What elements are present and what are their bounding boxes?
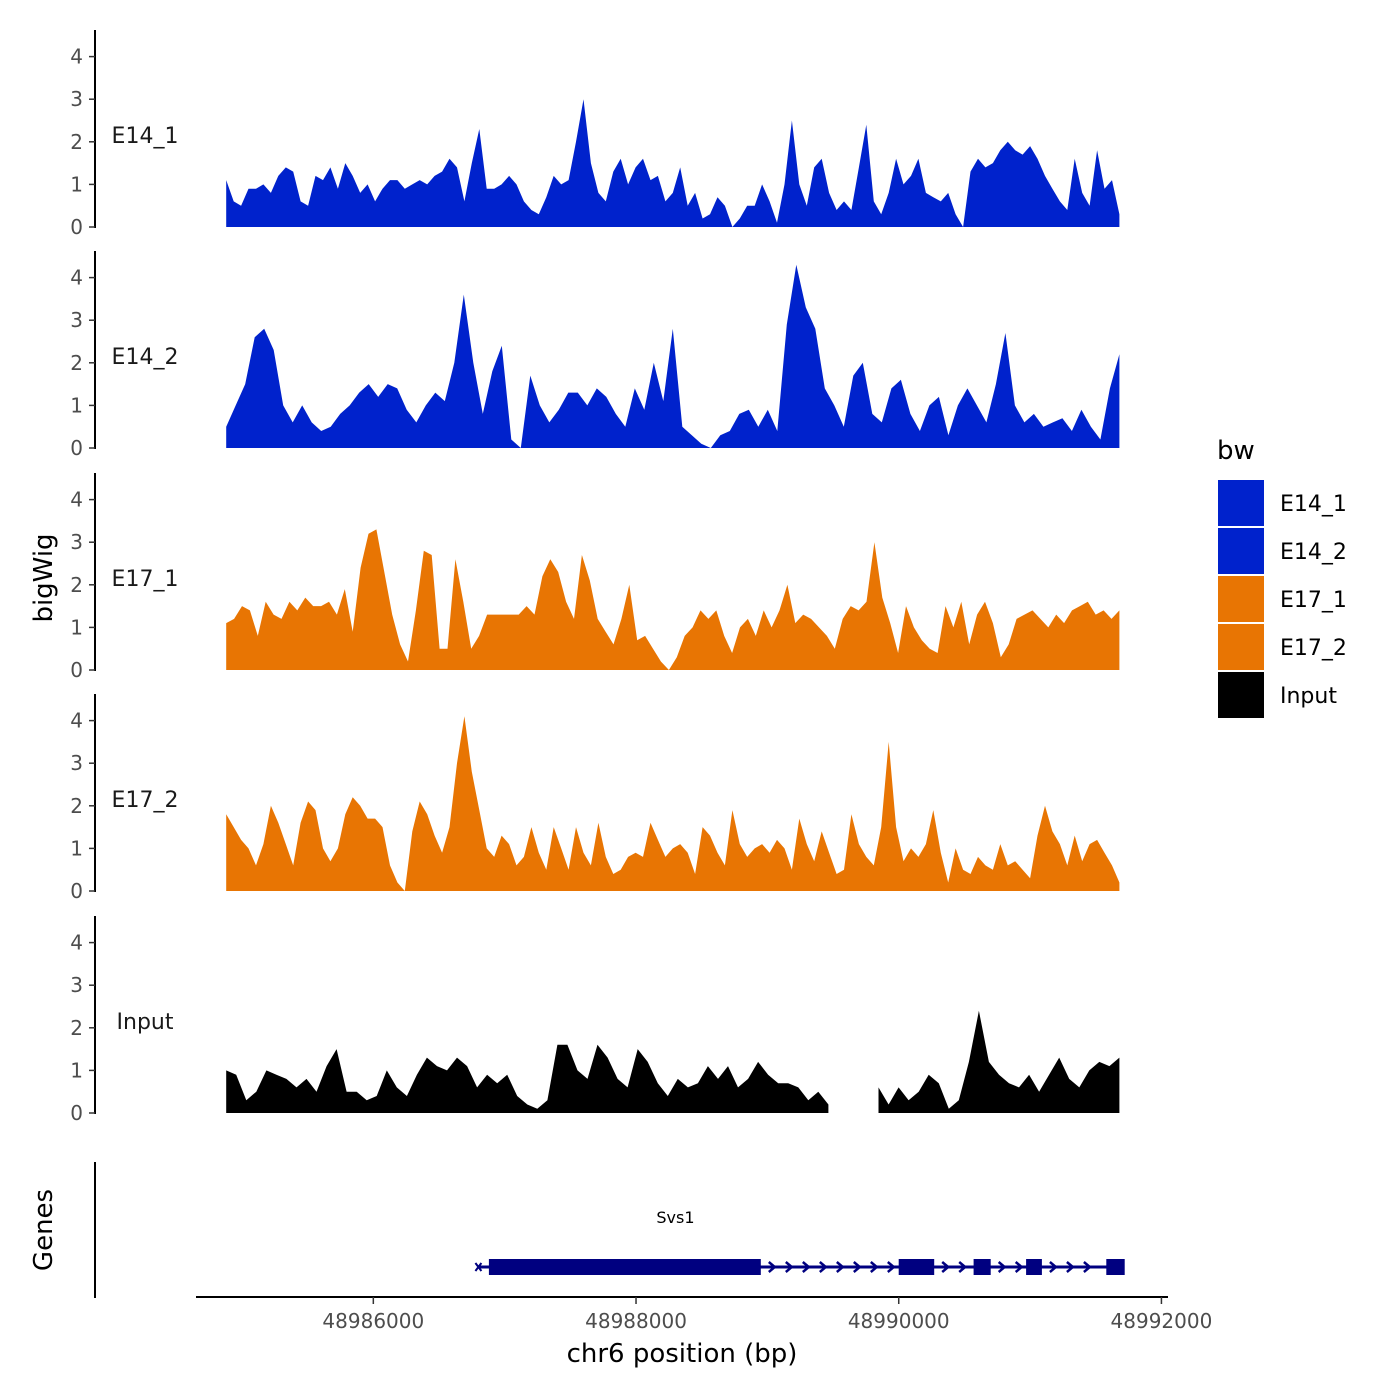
- y-tick-label: 0: [70, 879, 83, 903]
- legend-label: E17_2: [1280, 636, 1347, 661]
- gene-exon: [1106, 1259, 1125, 1275]
- legend-entry-e14-1: E14_1: [1218, 480, 1347, 526]
- strand-chevron: [1083, 1261, 1092, 1273]
- legend-title: bw: [1217, 436, 1255, 466]
- y-tick-label: 0: [70, 1101, 83, 1125]
- track-label: Input: [117, 1010, 174, 1035]
- gene-exon: [973, 1259, 991, 1275]
- x-tick-label: 48988000: [585, 1309, 687, 1333]
- y-tick-label: 2: [70, 351, 83, 375]
- y-tick-label: 4: [70, 266, 83, 290]
- strand-chevron: [997, 1261, 1007, 1273]
- legend: bw E14_1 E14_2 E17_1 E17_2 Input: [1217, 436, 1347, 718]
- strand-chevron: [1049, 1261, 1058, 1273]
- legend-swatch: [1218, 624, 1264, 670]
- strand-chevron: [802, 1261, 811, 1273]
- track-label: E14_2: [112, 345, 179, 370]
- y-tick-label: 4: [70, 488, 83, 512]
- x-axis-title: chr6 position (bp): [567, 1339, 798, 1369]
- gene-exon: [488, 1259, 761, 1275]
- track-e17-1: 0 1 2 3 4 E17_1: [70, 473, 1120, 682]
- track-e14-1: 0 1 2 3 4 E14_1: [70, 30, 1120, 239]
- y-axis-title: bigWig: [29, 533, 59, 622]
- genes-axis-title: Genes: [29, 1189, 59, 1271]
- signal-area: [226, 264, 1120, 448]
- signal-area: [226, 716, 1120, 891]
- legend-label: E14_2: [1280, 540, 1347, 565]
- strand-chevron: [853, 1261, 862, 1273]
- strand-chevron: [887, 1261, 896, 1273]
- y-tick-label: 1: [70, 836, 83, 860]
- x-tick-label: 48990000: [848, 1309, 950, 1333]
- strand-chevron: [870, 1261, 879, 1273]
- y-tick-label: 2: [70, 1016, 83, 1040]
- y-tick-label: 3: [70, 751, 83, 775]
- strand-chevron: [941, 1261, 951, 1273]
- y-tick-label: 0: [70, 658, 83, 682]
- legend-entry-e17-1: E17_1: [1218, 576, 1347, 622]
- gene-name-label: Svs1: [656, 1208, 694, 1227]
- y-tick-label: 3: [70, 87, 83, 111]
- legend-label: E17_1: [1280, 588, 1347, 613]
- strand-chevron: [785, 1261, 794, 1273]
- track-label: E14_1: [112, 124, 179, 149]
- gene-exon: [1026, 1259, 1042, 1275]
- track-label: E17_1: [112, 567, 179, 592]
- gene-start-mark: [474, 1262, 483, 1272]
- track-input: 0 1 2 3 4 Input: [70, 916, 1120, 1125]
- signal-area: [226, 1044, 829, 1113]
- legend-label: E14_1: [1280, 492, 1347, 517]
- legend-label: Input: [1280, 684, 1337, 709]
- x-tick-label: 48986000: [322, 1309, 424, 1333]
- genes-panel: Svs1: [94, 1162, 1125, 1298]
- legend-swatch: [1218, 528, 1264, 574]
- signal-tracks: 0 1 2 3 4 E14_1 0 1 2 3 4 E14_2 0 1 2 3 4 E17_1 0 1 2 3 4 E17_2…: [70, 30, 1120, 1125]
- y-tick-label: 4: [70, 931, 83, 955]
- legend-entry-input: Input: [1218, 672, 1337, 718]
- y-tick-label: 2: [70, 794, 83, 818]
- y-tick-label: 3: [70, 530, 83, 554]
- legend-swatch: [1218, 576, 1264, 622]
- y-tick-label: 4: [70, 45, 83, 69]
- y-tick-label: 4: [70, 709, 83, 733]
- y-tick-label: 0: [70, 215, 83, 239]
- y-tick-label: 1: [70, 615, 83, 639]
- signal-area: [226, 529, 1120, 670]
- y-tick-label: 1: [70, 172, 83, 196]
- y-tick-label: 1: [70, 393, 83, 417]
- track-e14-2: 0 1 2 3 4 E14_2: [70, 251, 1120, 460]
- x-tick-label: 48992000: [1111, 1309, 1213, 1333]
- legend-entry-e14-2: E14_2: [1218, 528, 1347, 574]
- y-tick-label: 2: [70, 130, 83, 154]
- y-tick-label: 3: [70, 308, 83, 332]
- x-axis: 48986000 48988000 48990000 48992000: [196, 1296, 1213, 1333]
- gene-svs1: Svs1: [474, 1208, 1125, 1275]
- track-label: E17_2: [112, 788, 179, 813]
- gene-exon: [898, 1259, 935, 1275]
- strand-chevron: [836, 1261, 845, 1273]
- legend-swatch: [1218, 480, 1264, 526]
- strand-chevron: [1066, 1261, 1075, 1273]
- y-tick-label: 2: [70, 573, 83, 597]
- strand-chevron: [768, 1261, 777, 1273]
- track-e17-2: 0 1 2 3 4 E17_2: [70, 694, 1120, 903]
- y-tick-label: 1: [70, 1058, 83, 1082]
- y-tick-label: 3: [70, 973, 83, 997]
- signal-area: [226, 99, 1120, 227]
- strand-chevron: [819, 1261, 828, 1273]
- signal-area: [878, 1010, 1120, 1113]
- legend-swatch: [1218, 672, 1264, 718]
- y-tick-label: 0: [70, 436, 83, 460]
- strand-chevron: [1014, 1261, 1024, 1273]
- legend-entry-e17-2: E17_2: [1218, 624, 1347, 670]
- strand-chevron: [958, 1261, 968, 1273]
